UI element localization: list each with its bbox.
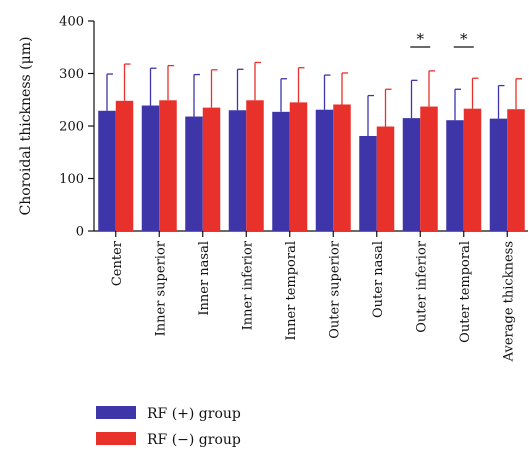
- y-tick-label: 100: [59, 172, 84, 187]
- x-tick-label: Outer superior: [327, 240, 342, 339]
- bar: [228, 110, 247, 231]
- bar: [246, 100, 264, 232]
- y-tick-label: 400: [59, 15, 84, 30]
- bar: [272, 111, 290, 231]
- error-bars: [106, 61, 522, 136]
- x-tick-label: Inner superior: [153, 240, 168, 336]
- bar: [446, 120, 464, 231]
- x-tick-label: Average thickness: [501, 241, 516, 362]
- x-tick-label: Outer nasal: [371, 241, 386, 318]
- bar: [359, 135, 377, 231]
- bar: [333, 104, 351, 231]
- bar: [376, 126, 395, 231]
- bar: [315, 109, 334, 231]
- bar: [141, 105, 160, 231]
- legend-label: RF (−) group: [147, 432, 241, 448]
- x-tick-label: Outer inferior: [414, 240, 429, 333]
- y-tick-label: 200: [59, 120, 84, 135]
- bar: [489, 118, 508, 231]
- bar: [289, 102, 308, 231]
- bar: [402, 118, 421, 231]
- x-tick-label: Center: [110, 240, 125, 286]
- bar: [98, 110, 116, 231]
- y-tick-label: 300: [59, 67, 84, 82]
- x-tick-label: Outer temporal: [458, 241, 473, 343]
- bars: [98, 100, 525, 232]
- bar: [420, 106, 438, 231]
- y-axis-title: Choroidal thickness (μm): [18, 37, 34, 216]
- bar: [463, 108, 482, 231]
- legend-swatch: [96, 432, 136, 445]
- significance-label: *: [417, 30, 425, 48]
- x-tick-label: Inner temporal: [284, 241, 299, 340]
- y-tick-label: 0: [76, 225, 84, 240]
- significance-annotations: * *: [410, 30, 474, 48]
- bar: [185, 116, 203, 231]
- x-tick-label: Inner nasal: [197, 241, 212, 316]
- legend-swatch: [96, 406, 136, 419]
- legend-label: RF (+) group: [147, 406, 241, 422]
- axes: 0 100 200 300 400 Center Inner superior Inner n…: [59, 15, 528, 362]
- bar: [115, 100, 134, 231]
- significance-label: *: [460, 30, 468, 48]
- bar: [159, 100, 177, 232]
- legend: RF (+) group RF (−) group: [96, 406, 241, 448]
- x-tick-label: Inner inferior: [240, 240, 255, 330]
- bar: [507, 109, 525, 231]
- bar: [202, 107, 221, 231]
